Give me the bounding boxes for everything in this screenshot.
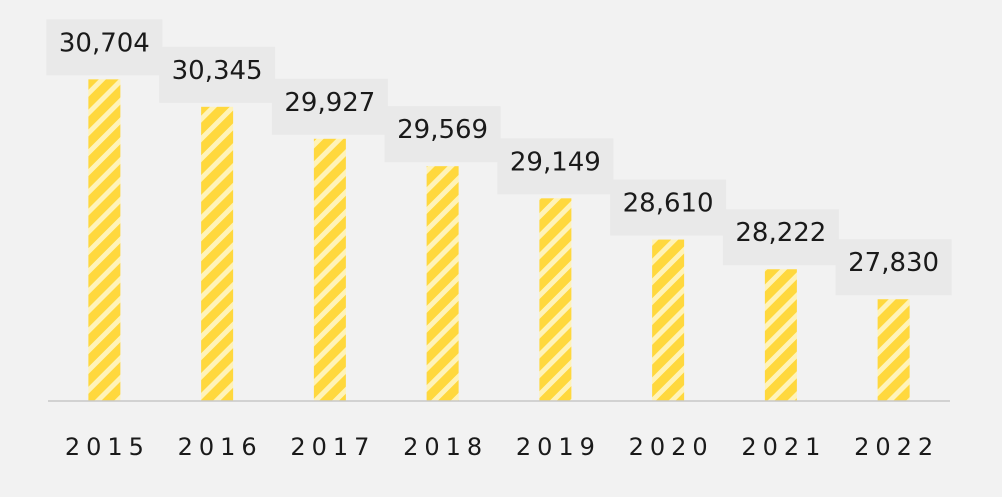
x-tick-label: 2018	[403, 433, 488, 461]
data-label: 30,345	[172, 56, 263, 86]
x-tick-label: 2021	[741, 433, 826, 461]
data-label-box	[384, 106, 501, 163]
data-label: 28,610	[623, 189, 714, 219]
data-label: 30,704	[59, 28, 150, 58]
bars	[88, 79, 910, 401]
bar-2019	[539, 198, 572, 401]
data-labels: 30,704 30,345 29,927 29,569 29,149 28,610 28,2…	[59, 28, 939, 278]
bar-2017	[313, 138, 346, 401]
data-label: 29,569	[397, 115, 488, 145]
data-label-box	[722, 209, 839, 266]
bar-2022	[877, 299, 910, 401]
data-label-box	[46, 19, 163, 76]
x-tick-label: 2020	[629, 433, 714, 461]
data-label: 27,830	[848, 248, 939, 278]
data-label: 28,222	[735, 218, 826, 248]
x-tick-label: 2016	[178, 433, 263, 461]
bar-2016	[201, 106, 234, 401]
x-tick-label: 2019	[516, 433, 601, 461]
x-axis-ticks: 2015 2016 2017 2018 2019 2020 2021 2022	[65, 433, 939, 461]
bar-2021	[764, 269, 797, 401]
bar-2020	[652, 239, 685, 401]
data-label-box	[610, 179, 727, 236]
data-label: 29,149	[510, 147, 601, 177]
label-boxes	[46, 19, 952, 296]
bar-2018	[426, 166, 459, 401]
data-label-box	[497, 138, 614, 195]
data-label-box	[159, 46, 276, 103]
x-tick-label: 2022	[854, 433, 939, 461]
data-label: 29,927	[284, 88, 375, 118]
bar-2015	[88, 79, 121, 401]
data-label-box	[835, 239, 952, 296]
x-tick-label: 2015	[65, 433, 150, 461]
x-tick-label: 2017	[290, 433, 375, 461]
data-label-box	[271, 78, 388, 135]
